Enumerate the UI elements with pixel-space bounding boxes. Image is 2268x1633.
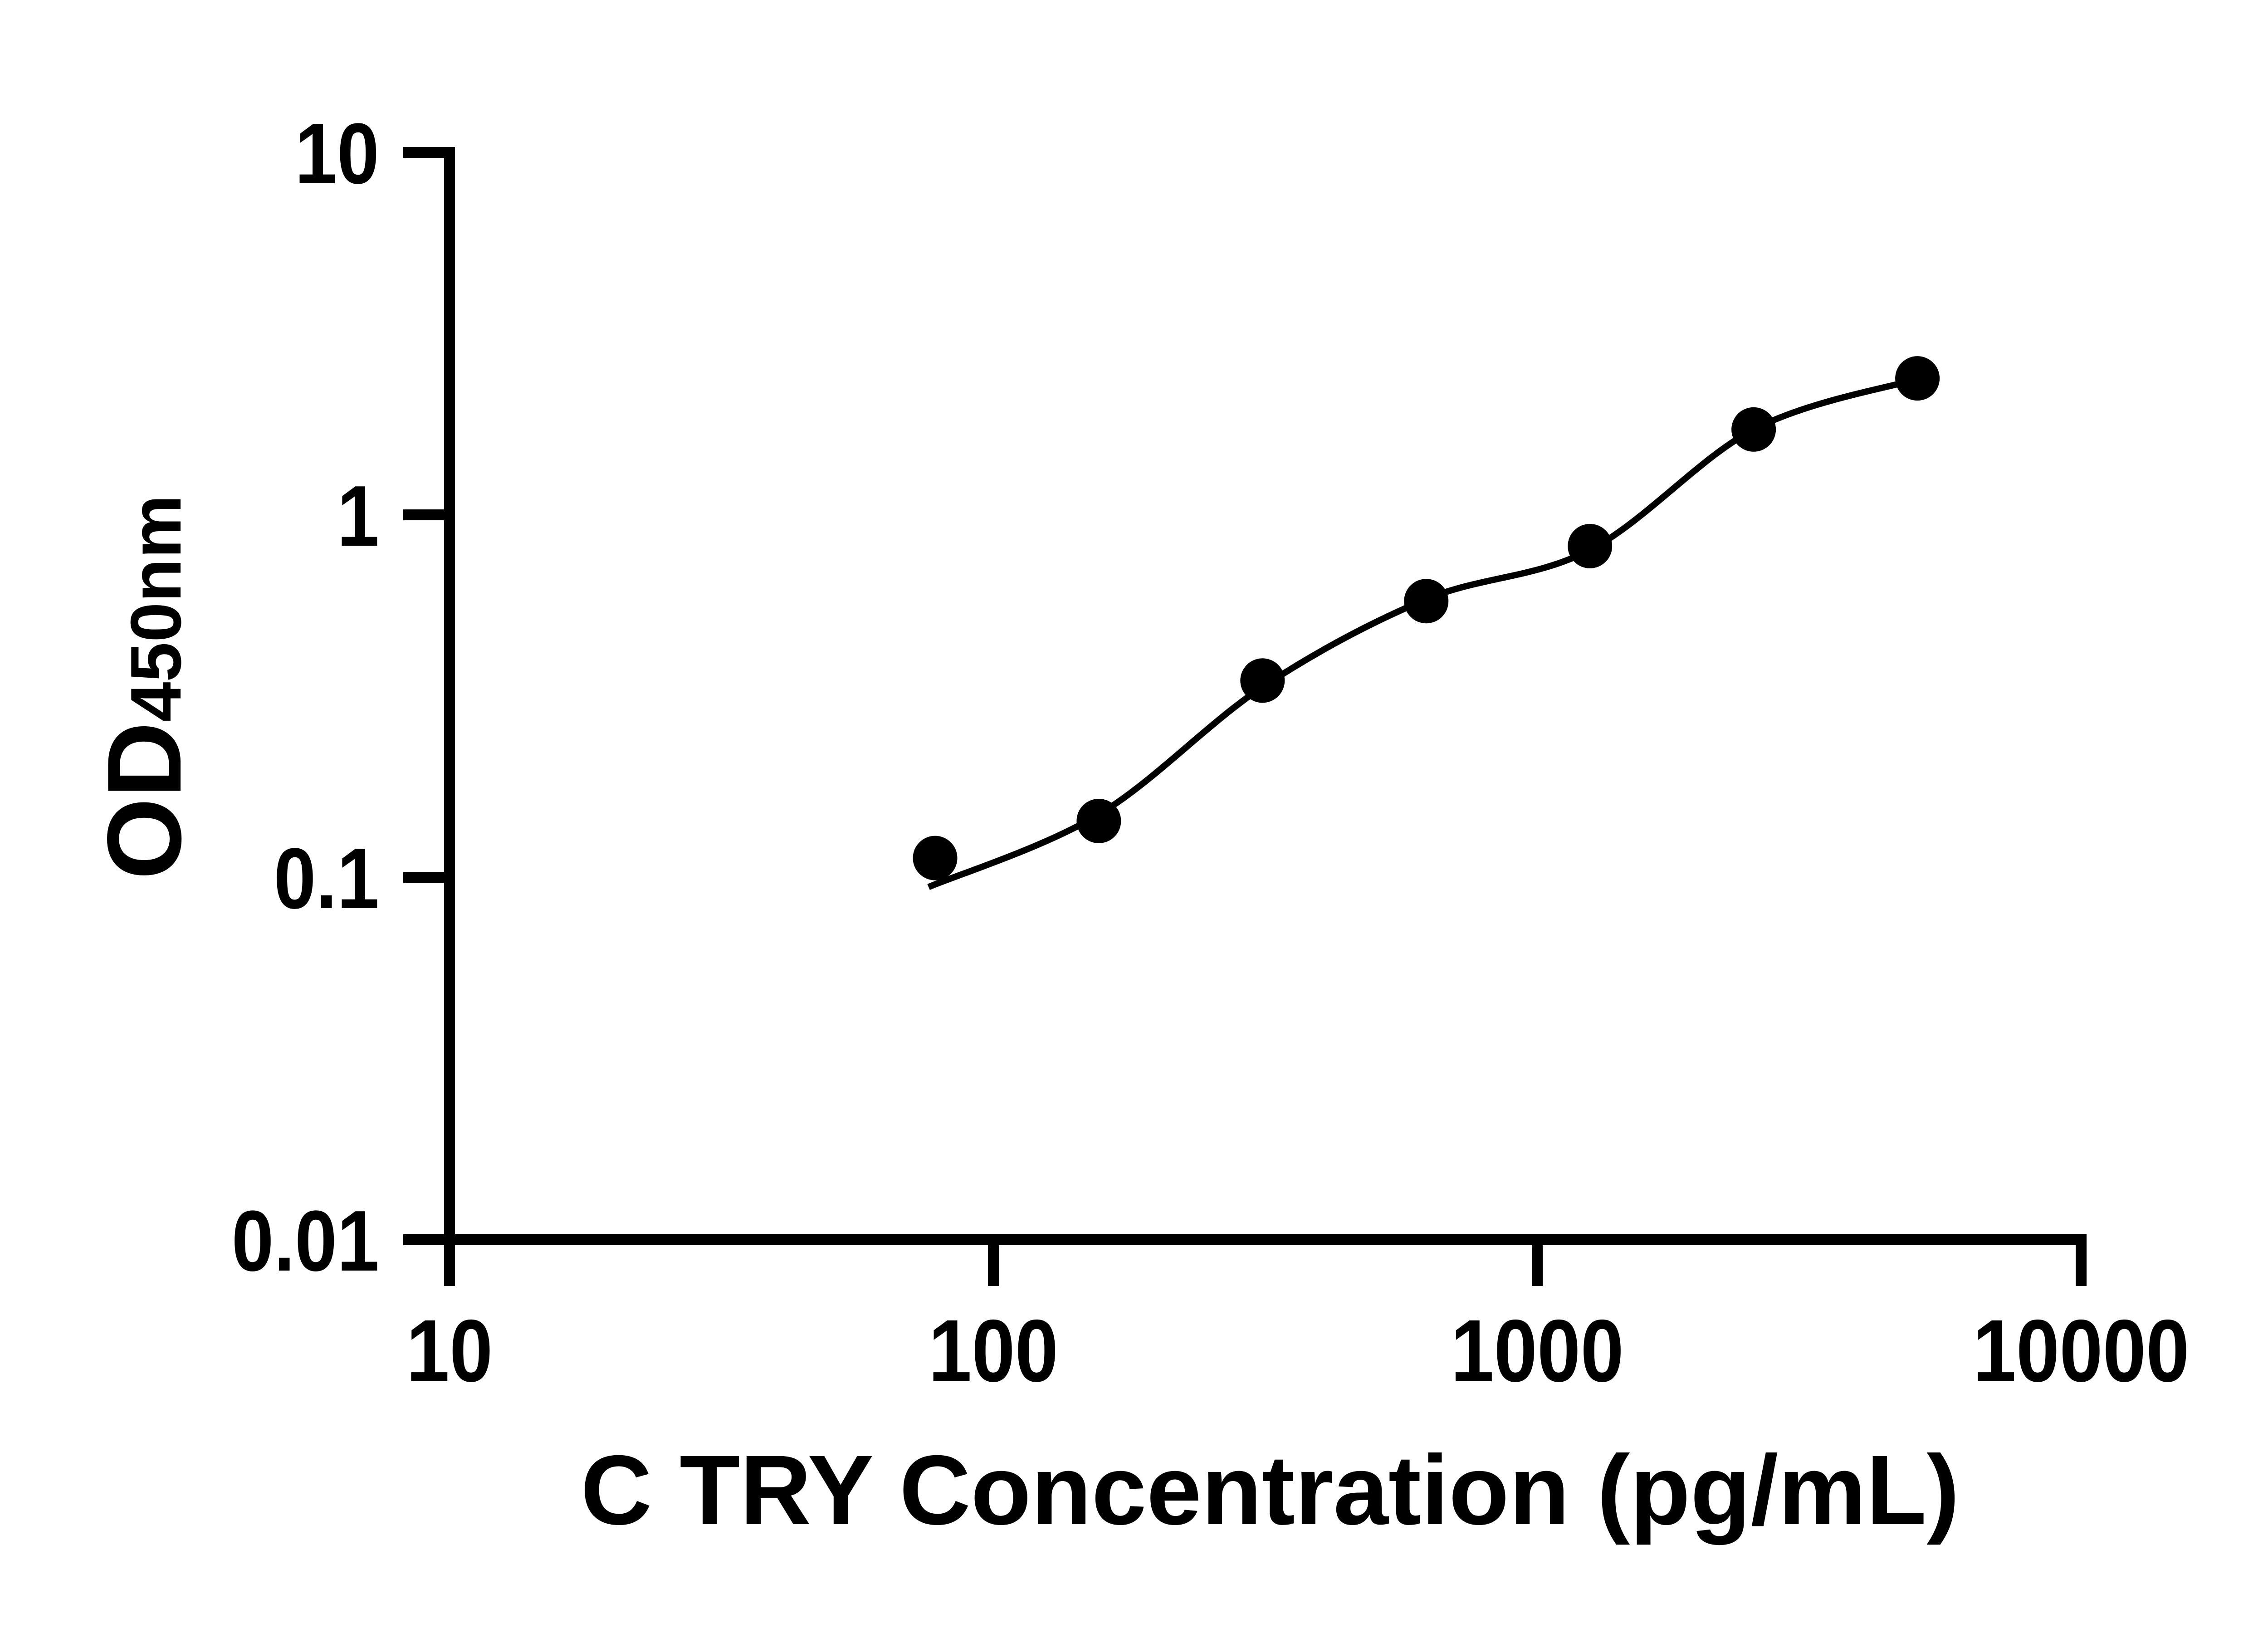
y-tick-label: 1 — [337, 468, 379, 564]
x-tick-label: 1000 — [1451, 1301, 1624, 1400]
x-axis-title: C TRY Concentration (pg/mL) — [581, 1435, 1960, 1545]
data-point — [1076, 798, 1121, 843]
y-tick-label: 10 — [295, 105, 379, 201]
x-tick-label: 10000 — [1973, 1301, 2189, 1400]
y-axis-title: OD450nm — [86, 495, 203, 880]
y-axis-title-sub: 450nm — [116, 495, 196, 722]
y-tick-label: 0.01 — [232, 1193, 379, 1289]
data-point — [1404, 579, 1449, 624]
y-axis-title-main: OD — [86, 722, 203, 880]
y-tick-label: 0.1 — [274, 830, 379, 926]
fit-curve — [927, 376, 1919, 890]
data-point — [913, 836, 958, 880]
data-point — [1895, 356, 1940, 401]
data-point — [1240, 658, 1285, 703]
x-tick-label: 10 — [406, 1301, 493, 1400]
x-tick-label: 100 — [929, 1301, 1058, 1400]
data-point — [1568, 523, 1613, 568]
data-point — [1731, 407, 1776, 452]
plot-area: 10 100 1000 10000 10 1 0.1 0.01 — [232, 105, 2190, 1400]
